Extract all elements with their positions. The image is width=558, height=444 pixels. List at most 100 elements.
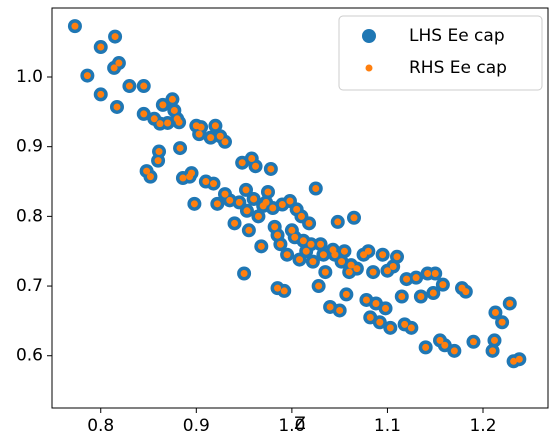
scatter-point <box>143 167 151 175</box>
scatter-point <box>111 33 119 41</box>
scatter-point <box>197 123 205 131</box>
scatter-point <box>347 261 355 269</box>
scatter-point <box>302 247 310 255</box>
scatter-point <box>369 268 377 276</box>
scatter-point <box>115 59 123 67</box>
scatter-point <box>154 157 162 165</box>
x-axis-label: Z <box>294 414 306 434</box>
scatter-point <box>207 134 215 142</box>
x-tick-label: 1.0 <box>278 416 305 436</box>
scatter-point <box>254 212 262 220</box>
scatter-point <box>336 306 344 314</box>
scatter-point <box>170 106 178 114</box>
scatter-point <box>159 101 167 109</box>
scatter-point <box>307 240 315 248</box>
scatter-point <box>334 218 342 226</box>
scatter-point <box>274 284 282 292</box>
scatter-point <box>176 144 184 152</box>
scatter-point <box>362 296 370 304</box>
scatter-point <box>226 196 234 204</box>
scatter-point <box>274 231 282 239</box>
scatter-point <box>240 270 248 278</box>
scatter-point <box>340 247 348 255</box>
scatter-point <box>248 155 256 163</box>
y-tick-label: 0.6 <box>16 346 43 366</box>
scatter-point <box>243 207 251 215</box>
scatter-point <box>424 270 432 278</box>
scatter-point <box>305 219 313 227</box>
legend-marker <box>365 64 373 72</box>
scatter-point <box>164 119 172 127</box>
scatter-point <box>450 347 458 355</box>
scatter-point <box>372 299 380 307</box>
scatter-point <box>156 120 164 128</box>
scatter-point <box>506 299 514 307</box>
scatter-point <box>317 240 325 248</box>
scatter-point <box>515 355 523 363</box>
y-tick-label: 0.8 <box>16 206 43 226</box>
scatter-point <box>403 275 411 283</box>
scatter-point <box>429 289 437 297</box>
scatter-point <box>213 200 221 208</box>
scatter-point <box>319 251 327 259</box>
x-tick-label: 1.1 <box>374 416 401 436</box>
scatter-point <box>140 110 148 118</box>
scatter-point <box>221 138 229 146</box>
scatter-point <box>168 95 176 103</box>
scatter-point <box>283 251 291 259</box>
scatter-point <box>267 165 275 173</box>
scatter-point <box>312 184 320 192</box>
scatter-point <box>146 173 154 181</box>
scatter-point <box>293 205 301 213</box>
scatter-point <box>417 293 425 301</box>
scatter-point <box>264 188 272 196</box>
scatter-point <box>338 258 346 266</box>
scatter-point <box>97 90 105 98</box>
scatter-point <box>252 162 260 170</box>
scatter-point <box>110 64 118 72</box>
legend-box <box>338 15 543 91</box>
scatter-point <box>276 240 284 248</box>
scatter-point <box>315 282 323 290</box>
scatter-point <box>221 190 229 198</box>
scatter-point <box>422 343 430 351</box>
scatter-point <box>326 303 334 311</box>
x-tick-label: 0.9 <box>183 416 210 436</box>
scatter-point <box>439 281 447 289</box>
scatter-point <box>401 320 409 328</box>
scatter-point <box>235 198 243 206</box>
scatter-point <box>195 130 203 138</box>
scatter-point <box>350 214 358 222</box>
scatter-point <box>398 293 406 301</box>
scatter-point <box>379 251 387 259</box>
scatter-point <box>175 118 183 126</box>
scatter-point <box>83 72 91 80</box>
scatter-point <box>431 270 439 278</box>
scatter-point <box>436 336 444 344</box>
scatter-point <box>309 258 317 266</box>
legend-marker <box>362 29 376 43</box>
legend: LHS Ee cap RHS Ee cap <box>338 15 543 91</box>
scatter-point <box>288 226 296 234</box>
scatter-point <box>490 336 498 344</box>
scatter-point <box>469 338 477 346</box>
scatter-point <box>113 103 121 111</box>
scatter-point <box>389 263 397 271</box>
scatter-point <box>231 219 239 227</box>
scatter-point <box>462 288 470 296</box>
scatter-point <box>278 201 286 209</box>
scatter-point <box>262 198 270 206</box>
scatter-point <box>155 148 163 156</box>
scatter-point <box>291 233 299 241</box>
scatter-point <box>353 265 361 273</box>
scatter-point <box>498 318 506 326</box>
scatter-point <box>342 290 350 298</box>
scatter-point <box>286 197 294 205</box>
scatter-point <box>202 178 210 186</box>
scatter-point <box>271 223 279 231</box>
y-tick-label: 1.0 <box>16 67 43 87</box>
scatter-point <box>188 169 196 177</box>
scatter-point <box>364 247 372 255</box>
scatter-point <box>386 324 394 332</box>
